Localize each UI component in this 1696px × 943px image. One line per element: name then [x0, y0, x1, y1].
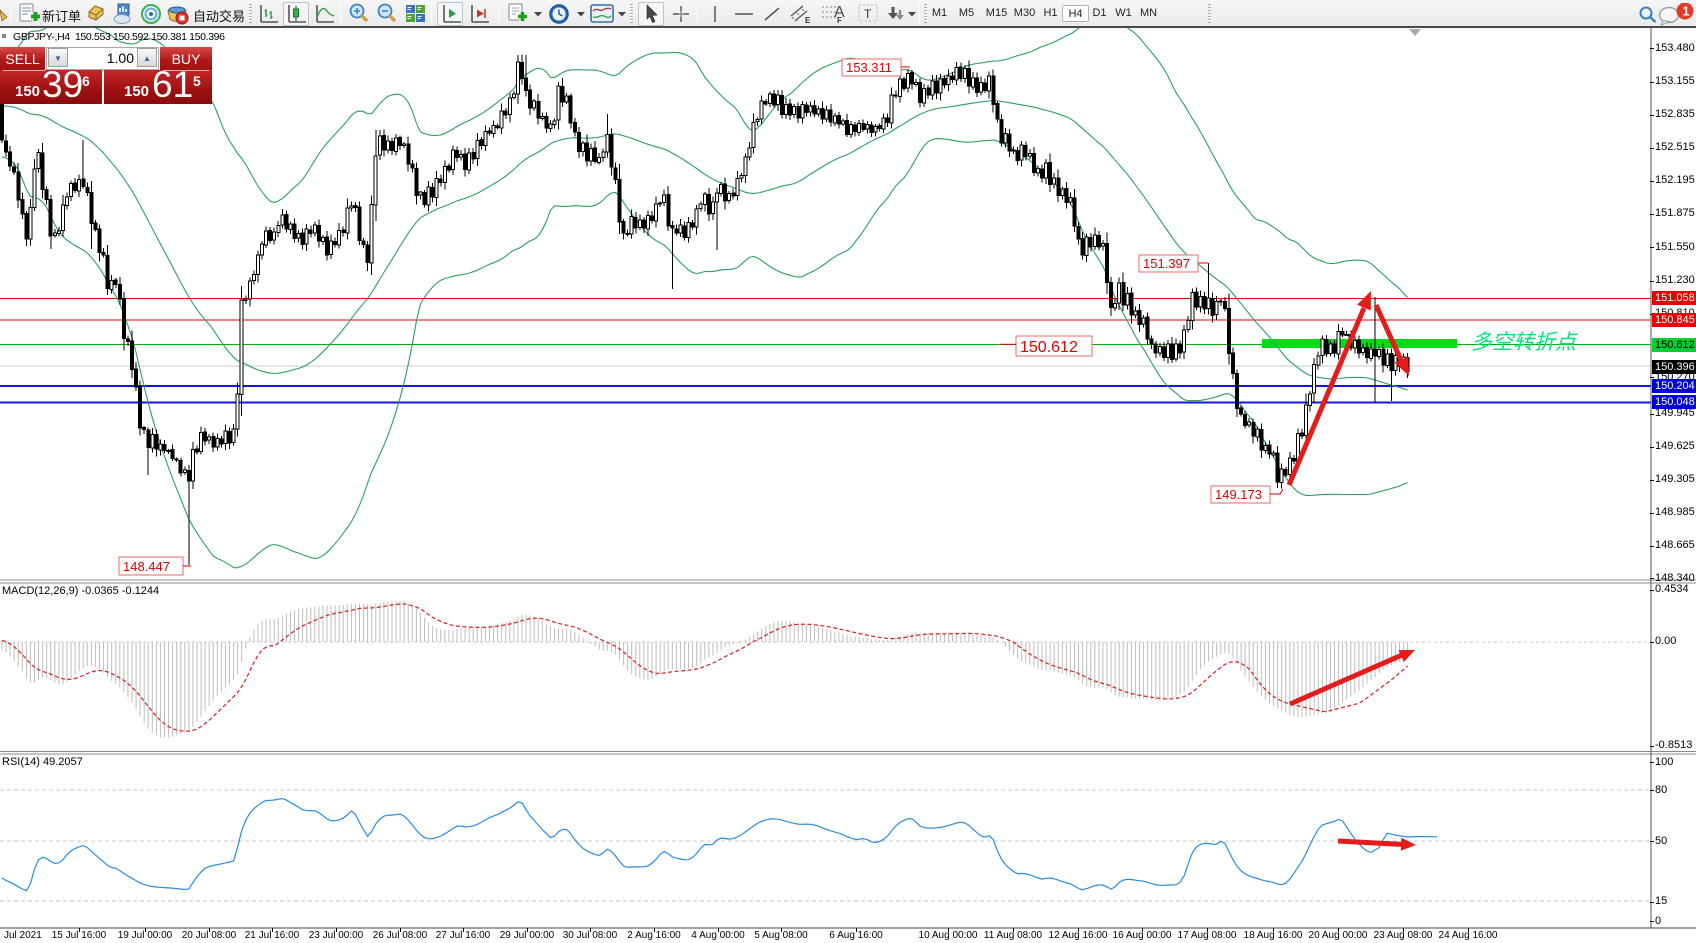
svg-text:F: F	[837, 16, 842, 25]
svg-text:153.311: 153.311	[846, 60, 892, 75]
svg-text:148.447: 148.447	[123, 559, 170, 574]
svg-text:150.612: 150.612	[1020, 339, 1078, 356]
svg-text:1: 1	[1683, 5, 1690, 19]
svg-text:E: E	[805, 16, 811, 25]
svg-text:151.397: 151.397	[1143, 256, 1190, 271]
svg-text:T: T	[864, 7, 872, 21]
svg-text:多空转折点: 多空转折点	[1471, 331, 1578, 354]
svg-text:149.173: 149.173	[1215, 487, 1262, 502]
